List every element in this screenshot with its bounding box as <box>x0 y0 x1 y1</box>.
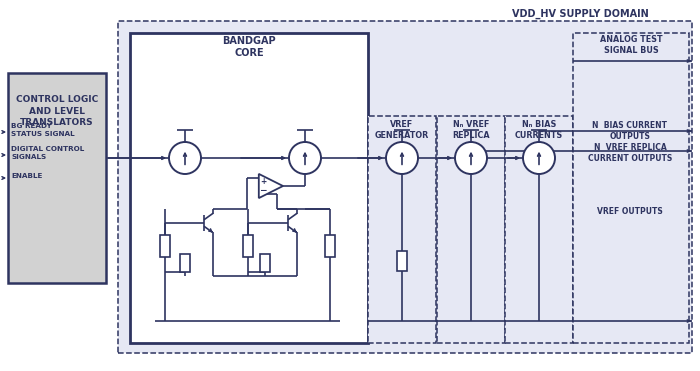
Text: +: + <box>260 177 266 186</box>
Text: VREF
GENERATOR: VREF GENERATOR <box>375 120 429 140</box>
Circle shape <box>169 142 201 174</box>
Bar <box>397 251 407 271</box>
Text: BG READY
STATUS SIGNAL: BG READY STATUS SIGNAL <box>11 123 75 137</box>
Polygon shape <box>259 174 283 198</box>
Text: CONTROL LOGIC
AND LEVEL
TRANSLATORS: CONTROL LOGIC AND LEVEL TRANSLATORS <box>16 95 98 127</box>
Bar <box>8 73 106 283</box>
Text: VREF OUTPUTS: VREF OUTPUTS <box>597 207 663 216</box>
Bar <box>368 116 436 343</box>
Text: ANALOG TEST
SIGNAL BUS: ANALOG TEST SIGNAL BUS <box>600 35 662 55</box>
Bar <box>243 235 253 257</box>
Bar <box>260 254 270 272</box>
Circle shape <box>523 142 555 174</box>
Bar <box>130 33 368 343</box>
Bar <box>505 116 573 343</box>
Bar <box>160 235 170 257</box>
Text: N  BIAS CURRENT
OUTPUTS: N BIAS CURRENT OUTPUTS <box>592 121 668 141</box>
Bar <box>437 116 505 343</box>
Text: −: − <box>260 186 267 196</box>
Circle shape <box>386 142 418 174</box>
Bar <box>180 254 190 272</box>
Text: Nₙ BIAS
CURRENTS: Nₙ BIAS CURRENTS <box>515 120 563 140</box>
Text: N  VREF REPLICA
CURRENT OUTPUTS: N VREF REPLICA CURRENT OUTPUTS <box>588 143 672 163</box>
Bar <box>118 21 692 353</box>
Text: ENABLE: ENABLE <box>11 173 43 179</box>
Text: Nₙ VREF
REPLICA: Nₙ VREF REPLICA <box>452 120 490 140</box>
Text: VDD_HV SUPPLY DOMAIN: VDD_HV SUPPLY DOMAIN <box>512 9 648 19</box>
Bar <box>573 33 689 343</box>
Circle shape <box>289 142 321 174</box>
Bar <box>325 235 335 257</box>
Text: DIGITAL CONTROL
SIGNALS: DIGITAL CONTROL SIGNALS <box>11 146 84 160</box>
Circle shape <box>455 142 487 174</box>
Text: BANDGAP
CORE: BANDGAP CORE <box>222 36 276 58</box>
